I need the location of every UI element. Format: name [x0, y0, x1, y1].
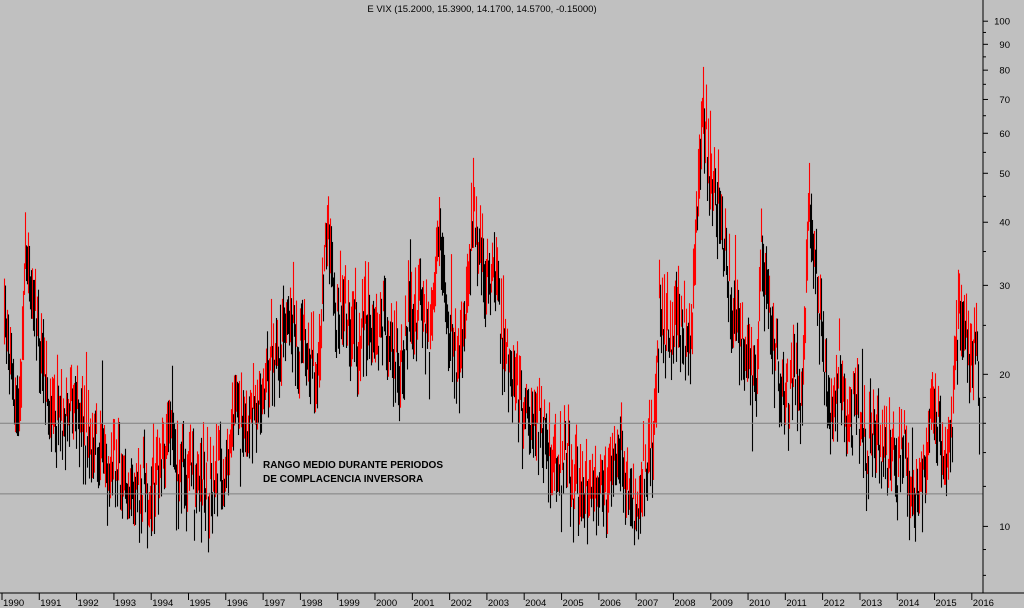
- y-tick-label: 60: [999, 129, 1010, 140]
- y-axis: 10 20 30 40 50 60 70 80 90 100: [982, 0, 1010, 593]
- x-axis: 1990 1991 1992 1993 1994 1995 1996 1997 1998 1999…: [0, 592, 1024, 608]
- y-tick-label: 50: [999, 169, 1010, 180]
- x-tick-label: 1993: [115, 598, 136, 608]
- x-tick-label: 1999: [339, 598, 360, 608]
- x-tick-label: 2015: [936, 598, 957, 608]
- x-tick-label: 2011: [786, 598, 806, 608]
- x-tick-label: 2009: [712, 598, 733, 608]
- x-tick-label: 2006: [600, 598, 621, 608]
- x-tick-label: 2014: [898, 598, 919, 608]
- complacency-band: [0, 422, 983, 495]
- band-annotation: RANGO MEDIO DURANTE PERIODOS DE COMPLACEN…: [263, 460, 443, 485]
- chart-title: E VIX (15.2000, 15.3900, 14.1700, 14.570…: [367, 4, 596, 15]
- x-tick-label: 2007: [637, 598, 658, 608]
- x-tick-label: 2010: [749, 598, 770, 608]
- x-tick-label: 2016: [973, 598, 994, 608]
- x-tick-label: 2012: [824, 598, 845, 608]
- x-tick-label: 1994: [152, 598, 173, 608]
- x-tick-label: 1998: [301, 598, 322, 608]
- x-tick-label: 2004: [525, 598, 546, 608]
- x-tick-label: 2002: [451, 598, 472, 608]
- y-tick-label: 70: [999, 95, 1010, 106]
- y-tick-label: 20: [999, 370, 1010, 381]
- y-tick-label: 80: [999, 66, 1010, 77]
- x-tick-label: 2003: [488, 598, 509, 608]
- annotation-line: RANGO MEDIO DURANTE PERIODOS: [263, 460, 443, 471]
- y-tick-label: 100: [994, 17, 1010, 28]
- y-tick-label: 30: [999, 281, 1010, 292]
- x-tick-label: 1996: [227, 598, 248, 608]
- x-tick-label: 1992: [78, 598, 99, 608]
- x-tick-label: 2013: [861, 598, 882, 608]
- x-tick-label: 1990: [3, 598, 24, 608]
- x-tick-label: 1991: [40, 598, 61, 608]
- x-tick-label: 2008: [674, 598, 695, 608]
- y-tick-label: 10: [999, 522, 1010, 533]
- y-tick-label: 40: [999, 218, 1010, 229]
- x-tick-label: 2000: [376, 598, 397, 608]
- x-tick-label: 1997: [264, 598, 285, 608]
- y-tick-label: 90: [999, 40, 1010, 51]
- x-tick-label: 1995: [189, 598, 210, 608]
- x-tick-label: 2001: [413, 598, 434, 608]
- price-bars: [3, 66, 981, 553]
- annotation-line: DE COMPLACENCIA INVERSORA: [263, 474, 423, 485]
- x-tick-label: 2005: [563, 598, 584, 608]
